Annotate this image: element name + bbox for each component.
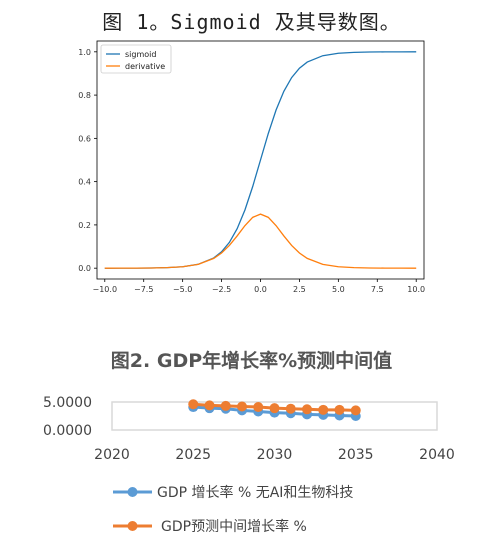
x-tick-label: 2040 bbox=[419, 447, 455, 463]
series-marker-1 bbox=[204, 400, 215, 411]
legend-marker-0 bbox=[127, 487, 138, 497]
legend-label-0: GDP 增长率 % 无AI和生物科技 bbox=[157, 484, 353, 501]
x-tick-label: −5.0 bbox=[173, 285, 192, 294]
series-marker-1 bbox=[334, 404, 345, 415]
legend-marker-1 bbox=[127, 521, 138, 531]
x-tick-label: 2035 bbox=[338, 447, 374, 463]
legend-label-derivative: derivative bbox=[125, 62, 165, 71]
y-tick-label: 0.0000 bbox=[43, 423, 92, 439]
series-marker-1 bbox=[302, 404, 312, 415]
y-tick-label: 1.0 bbox=[78, 48, 91, 57]
y-tick-label: 0.2 bbox=[78, 221, 91, 230]
y-tick-label: 0.4 bbox=[78, 178, 91, 187]
x-tick-label: 0.0 bbox=[254, 285, 267, 294]
series-marker-1 bbox=[350, 405, 361, 416]
legend-label-1: GDP预测中间增长率 % bbox=[161, 518, 307, 535]
series-marker-1 bbox=[220, 400, 231, 411]
series-marker-1 bbox=[318, 404, 329, 415]
x-tick-label: 2030 bbox=[257, 447, 293, 463]
legend-label-sigmoid: sigmoid bbox=[125, 50, 156, 59]
x-tick-label: 2.5 bbox=[293, 285, 306, 294]
series-marker-1 bbox=[253, 402, 264, 413]
x-tick-label: −7.5 bbox=[134, 285, 153, 294]
sigmoid-chart: −10.0 −7.5 −5.0 −2.5 0.0 2.5 5.0 7.5 10.0 0.0 0.2 0… bbox=[78, 40, 425, 294]
y-tick-label: 5.0000 bbox=[43, 395, 92, 411]
x-tick-label: 7.5 bbox=[371, 285, 384, 294]
y-tick-label: 0.8 bbox=[78, 91, 91, 100]
x-tick-label: 10.0 bbox=[407, 285, 425, 294]
series-marker-1 bbox=[269, 403, 280, 414]
y-tick-label: 0.0 bbox=[78, 264, 91, 273]
series-marker-1 bbox=[237, 401, 247, 412]
x-tick-label: −2.5 bbox=[212, 285, 231, 294]
y-tick-label: 0.6 bbox=[78, 134, 91, 143]
x-tick-label: 2020 bbox=[94, 447, 130, 463]
x-tick-label: −10.0 bbox=[93, 285, 118, 294]
figure1-title: 图 1。Sigmoid 及其导数图。 bbox=[102, 10, 401, 34]
series-marker-1 bbox=[188, 399, 199, 410]
x-tick-label: 2025 bbox=[175, 447, 211, 463]
series-marker-1 bbox=[285, 403, 296, 414]
series-line-derivative bbox=[104, 213, 417, 269]
x-tick-label: 5.0 bbox=[332, 285, 345, 294]
figure2-title: 图2. GDP年增长率%预测中间值 bbox=[110, 350, 393, 372]
